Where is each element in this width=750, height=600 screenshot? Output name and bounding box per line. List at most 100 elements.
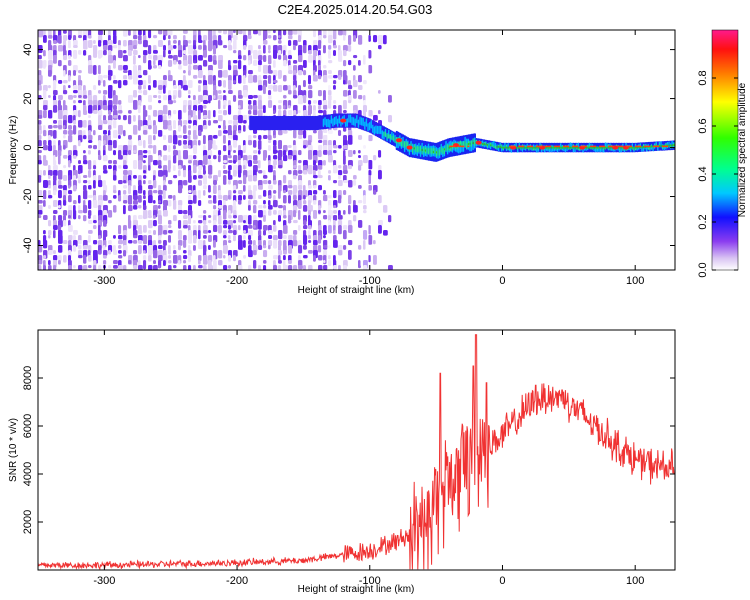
heatmap-cell xyxy=(248,250,253,258)
heatmap-cell xyxy=(143,140,146,149)
heatmap-cell xyxy=(183,50,187,55)
heatmap-cell xyxy=(188,135,191,141)
heatmap-cell xyxy=(248,75,253,84)
heatmap-cell xyxy=(108,110,112,115)
heatmap-cell xyxy=(138,180,142,186)
y-tick-label: 20 xyxy=(22,92,34,104)
ridge-core-cell xyxy=(641,146,643,149)
heatmap-cell xyxy=(238,200,242,205)
heatmap-cell xyxy=(168,30,173,36)
heatmap-cell xyxy=(273,210,277,215)
heatmap-cell xyxy=(378,225,382,234)
heatmap-cell xyxy=(103,260,107,265)
heatmap-cell xyxy=(343,90,348,97)
heatmap-cell xyxy=(88,200,92,210)
ridge-mid-cell xyxy=(324,117,327,126)
heatmap-cell xyxy=(183,125,187,134)
heatmap-cell xyxy=(278,100,283,104)
heatmap-cell xyxy=(223,105,226,110)
heatmap-cell xyxy=(248,70,253,75)
heatmap-cell xyxy=(353,215,357,222)
heatmap-cell xyxy=(118,100,122,105)
heatmap-cell xyxy=(143,235,148,245)
heatmap-cell xyxy=(158,100,162,104)
ridge-mid-cell xyxy=(365,118,368,127)
heatmap-cell xyxy=(333,100,337,104)
heatmap-cell xyxy=(268,100,273,108)
heatmap-cell xyxy=(158,110,163,116)
heatmap-cell xyxy=(223,160,228,163)
heatmap-cell xyxy=(78,235,82,242)
heatmap-cell xyxy=(218,155,221,163)
heatmap-cell xyxy=(333,160,337,167)
ridge-core-cell xyxy=(658,144,661,148)
heatmap-cell xyxy=(63,155,68,159)
heatmap-cell xyxy=(203,135,206,145)
heatmap-cell xyxy=(103,105,108,111)
heatmap-cell xyxy=(243,255,247,259)
heatmap-cell xyxy=(153,230,156,235)
heatmap-cell xyxy=(233,220,237,224)
heatmap-cell xyxy=(333,105,337,110)
ridge-core-cell xyxy=(587,146,589,149)
heatmap-cell xyxy=(333,150,337,154)
heatmap-cell xyxy=(78,170,81,175)
heatmap-cell xyxy=(78,265,83,270)
heatmap-cell xyxy=(188,160,192,164)
ridge-inner-cell xyxy=(404,141,406,148)
spectrogram-x-ticks: -300 -200 -100 0 100 xyxy=(93,30,644,287)
heatmap-cell xyxy=(38,150,42,154)
heatmap-cell xyxy=(153,220,157,227)
ridge-inner-cell xyxy=(418,146,420,153)
heatmap-cell xyxy=(288,150,293,157)
heatmap-cell xyxy=(88,30,92,37)
heatmap-cell xyxy=(258,265,261,270)
heatmap-cell xyxy=(188,255,191,263)
heatmap-cell xyxy=(258,30,262,36)
heatmap-cell xyxy=(48,125,53,129)
ridge-core-cell xyxy=(490,144,492,147)
heatmap-cell xyxy=(313,210,317,219)
heatmap-cell xyxy=(308,85,313,90)
heatmap-cell xyxy=(168,45,173,51)
ridge-inner-cell xyxy=(494,145,497,149)
heatmap-cell xyxy=(258,220,262,230)
heatmap-cell xyxy=(228,90,233,94)
heatmap-cell xyxy=(148,215,152,219)
heatmap-cell xyxy=(268,45,271,51)
heatmap-cell xyxy=(133,115,136,122)
heatmap-cell xyxy=(253,50,258,60)
heatmap-cell xyxy=(193,235,197,244)
heatmap-cell xyxy=(258,205,263,209)
heatmap-cell xyxy=(183,70,186,74)
heatmap-cell xyxy=(68,35,72,40)
heatmap-cell xyxy=(143,195,146,200)
heatmap-cell xyxy=(208,55,213,62)
heatmap-cell xyxy=(323,30,327,37)
heatmap-cell xyxy=(118,235,123,240)
heatmap-cell xyxy=(308,75,311,85)
heatmap-cell xyxy=(108,40,113,45)
heatmap-cell xyxy=(53,145,56,151)
ridge-mid-cell xyxy=(359,116,362,125)
heatmap-cell xyxy=(278,250,282,256)
heatmap-cell xyxy=(118,80,122,89)
heatmap-cell xyxy=(38,135,42,140)
heatmap-cell xyxy=(123,200,128,204)
heatmap-cell xyxy=(293,265,298,270)
heatmap-cell xyxy=(78,80,83,87)
heatmap-cell xyxy=(88,230,93,234)
heatmap-cell xyxy=(128,180,132,187)
heatmap-cell xyxy=(143,80,147,87)
heatmap-cell xyxy=(128,150,132,155)
heatmap-cell xyxy=(318,265,323,270)
heatmap-cell xyxy=(178,65,182,70)
heatmap-cell xyxy=(203,145,206,151)
ridge-mid-cell xyxy=(349,114,352,123)
heatmap-cell xyxy=(173,150,178,156)
heatmap-cell xyxy=(103,165,107,171)
heatmap-cell xyxy=(293,75,297,81)
heatmap-cell xyxy=(163,30,168,36)
heatmap-cell xyxy=(203,170,206,175)
heatmap-cell xyxy=(273,160,277,166)
